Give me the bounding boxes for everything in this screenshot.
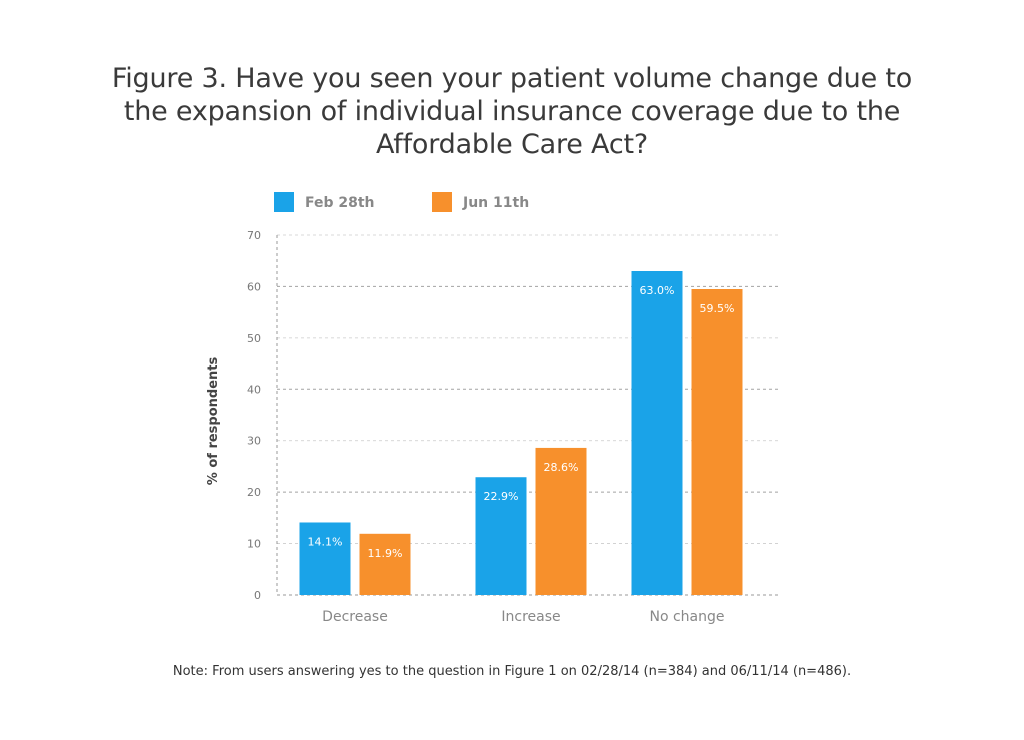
y-tick-label: 40 bbox=[247, 383, 261, 396]
bar-value-label: 28.6% bbox=[544, 461, 579, 474]
bar-jun-11th bbox=[691, 289, 743, 595]
bar-value-label: 63.0% bbox=[640, 284, 675, 297]
bar-jun-11th bbox=[359, 533, 411, 595]
bar-jun-11th bbox=[535, 447, 587, 595]
y-tick-label: 10 bbox=[247, 538, 261, 551]
y-tick-label: 50 bbox=[247, 332, 261, 345]
y-tick-label: 70 bbox=[247, 229, 261, 242]
y-tick-label: 60 bbox=[247, 280, 261, 293]
y-tick-label: 0 bbox=[254, 589, 261, 602]
y-tick-label: 20 bbox=[247, 486, 261, 499]
chart-title-line-1: Figure 3. Have you seen your patient vol… bbox=[111, 63, 913, 94]
chart-title: Figure 3. Have you seen your patient vol… bbox=[62, 62, 962, 161]
chart-title-line-3: Affordable Care Act? bbox=[375, 129, 649, 160]
bar-value-label: 22.9% bbox=[484, 490, 519, 503]
chart-footnote: Note: From users answering yes to the qu… bbox=[172, 664, 852, 679]
bar-value-label: 11.9% bbox=[368, 547, 403, 560]
x-tick-label: Increase bbox=[501, 609, 560, 625]
chart-title-line-2: the expansion of individual insurance co… bbox=[123, 96, 901, 127]
legend-swatch bbox=[274, 192, 294, 212]
legend-label: Feb 28th bbox=[305, 195, 375, 211]
legend-swatch bbox=[432, 192, 452, 212]
legend-label: Jun 11th bbox=[462, 195, 529, 211]
bar-value-label: 59.5% bbox=[700, 302, 735, 315]
bar-feb-28th bbox=[631, 271, 683, 595]
y-tick-label: 30 bbox=[247, 435, 261, 448]
bar-feb-28th bbox=[475, 477, 527, 595]
x-tick-label: Decrease bbox=[322, 609, 388, 625]
x-tick-label: No change bbox=[649, 609, 724, 625]
bar-value-label: 14.1% bbox=[308, 535, 343, 548]
bar-feb-28th bbox=[299, 522, 351, 595]
y-axis-title: % of respondents bbox=[206, 357, 221, 486]
